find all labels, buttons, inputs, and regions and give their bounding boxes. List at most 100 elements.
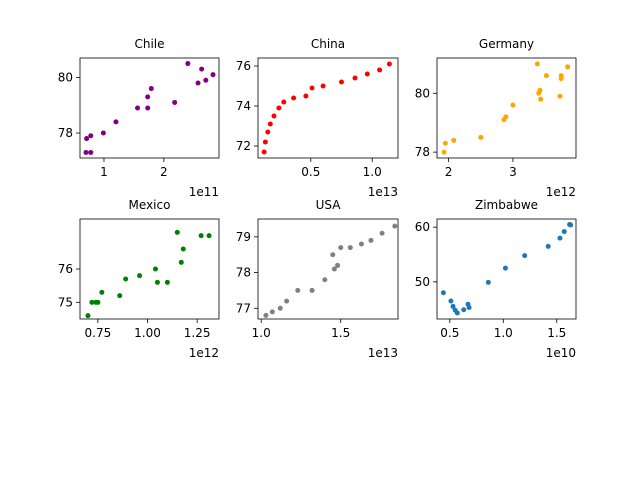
- x-tick-label-mexico-1: 0.75: [85, 326, 112, 340]
- x-tick-label-mexico-2: 1.00: [134, 326, 161, 340]
- subplot-china: China 0.5 1.0 72 74 76 1e13: [236, 37, 399, 199]
- x-scale-label-china: 1e13: [368, 185, 398, 199]
- point-china-7: [281, 99, 287, 105]
- point-usa-2: [269, 309, 275, 315]
- point-usa-15: [379, 230, 385, 236]
- title-china: China: [311, 37, 345, 51]
- point-usa-6: [309, 287, 315, 293]
- y-tick-label-china-1: 72: [236, 139, 251, 153]
- point-germany-3: [451, 137, 457, 143]
- x-tick-label-usa-2: 1.5: [331, 326, 350, 340]
- x-tick-label-usa-1: 1.0: [252, 326, 271, 340]
- point-zimbabwe-11: [522, 253, 528, 259]
- x-tick-label-chile-1: 1: [100, 165, 108, 179]
- point-mexico-6: [117, 293, 123, 299]
- point-germany-7: [510, 102, 516, 108]
- point-mexico-2: [89, 299, 95, 305]
- point-chile-3: [88, 133, 94, 139]
- plot-frame-germany: [436, 57, 577, 159]
- point-chile-10: [148, 86, 154, 92]
- point-germany-11: [538, 96, 544, 102]
- x-scale-label-zimbabwe: 1e10: [546, 346, 576, 360]
- point-china-13: [352, 75, 358, 81]
- plot-frame-china: [257, 57, 399, 159]
- y-tick-label-germany-2: 80: [415, 86, 430, 100]
- point-mexico-10: [154, 279, 160, 285]
- x-scale-label-germany: 1e12: [546, 185, 576, 199]
- x-tick-label-china-2: 1.0: [363, 165, 382, 179]
- subplot-germany: Germany 2 3 78 80 1e12: [415, 37, 577, 199]
- point-usa-5: [295, 287, 301, 293]
- point-usa-8: [330, 252, 336, 258]
- point-usa-7: [322, 277, 328, 283]
- point-zimbabwe-1: [440, 290, 446, 296]
- point-usa-16: [392, 223, 398, 229]
- x-tick-label-china-1: 0.5: [301, 165, 320, 179]
- point-chile-4: [88, 149, 94, 155]
- point-usa-12: [347, 245, 353, 251]
- point-chile-2: [84, 136, 90, 142]
- point-chile-13: [195, 80, 201, 86]
- point-china-4: [267, 121, 273, 127]
- point-zimbabwe-16: [568, 222, 574, 228]
- point-germany-2: [442, 140, 448, 146]
- point-china-8: [291, 95, 297, 101]
- point-china-5: [271, 113, 277, 119]
- point-germany-1: [441, 149, 447, 155]
- point-mexico-1: [85, 313, 91, 319]
- point-china-11: [320, 83, 326, 89]
- point-mexico-4: [95, 299, 101, 305]
- subplot-usa: USA 1.0 1.5 77 78 79 1e13: [236, 198, 399, 360]
- y-tick-label-germany-1: 78: [415, 145, 430, 159]
- x-tick-label-germany-2: 3: [509, 165, 517, 179]
- point-zimbabwe-13: [557, 235, 563, 241]
- point-zimbabwe-10: [502, 265, 508, 271]
- point-chile-1: [83, 149, 89, 155]
- point-chile-7: [135, 105, 141, 111]
- plot-frame-chile: [79, 57, 220, 159]
- point-mexico-12: [174, 229, 180, 235]
- point-germany-15: [558, 73, 564, 79]
- x-tick-label-zimbabwe-2: 1.0: [494, 326, 513, 340]
- y-tick-label-usa-2: 78: [236, 266, 251, 280]
- plot-frame-mexico: [79, 218, 220, 320]
- y-tick-label-chile-1: 78: [58, 126, 73, 140]
- point-usa-13: [358, 241, 364, 247]
- subplot-mexico: Mexico 0.75 1.00 1.25 75 76 1e12: [58, 198, 220, 360]
- point-china-15: [377, 67, 383, 73]
- point-chile-12: [185, 61, 191, 67]
- point-usa-10: [335, 262, 341, 268]
- point-chile-5: [100, 130, 106, 136]
- point-zimbabwe-9: [485, 279, 491, 285]
- point-germany-13: [557, 93, 563, 99]
- point-chile-8: [145, 105, 151, 111]
- point-zimbabwe-12: [545, 243, 551, 249]
- point-china-6: [276, 105, 282, 111]
- y-tick-label-zimbabwe-2: 60: [415, 220, 430, 234]
- x-tick-label-zimbabwe-1: 0.5: [440, 326, 459, 340]
- point-germany-16: [565, 64, 571, 70]
- point-zimbabwe-14: [561, 229, 567, 235]
- point-mexico-11: [164, 279, 170, 285]
- title-mexico: Mexico: [129, 198, 171, 212]
- point-germany-6: [503, 114, 509, 120]
- y-tick-label-china-3: 76: [236, 59, 251, 73]
- point-mexico-16: [206, 233, 212, 239]
- title-zimbabwe: Zimbabwe: [475, 198, 538, 212]
- plot-frame-zimbabwe: [436, 218, 577, 320]
- point-china-14: [364, 71, 370, 77]
- point-china-3: [265, 129, 271, 135]
- point-china-1: [261, 149, 267, 155]
- point-chile-9: [145, 94, 151, 100]
- point-chile-6: [113, 119, 119, 125]
- x-tick-label-mexico-3: 1.25: [184, 326, 211, 340]
- point-zimbabwe-6: [461, 307, 467, 313]
- subplot-zimbabwe: Zimbabwe 0.5 1.0 1.5 50 60 1e10: [415, 198, 577, 360]
- title-germany: Germany: [479, 37, 534, 51]
- point-usa-4: [284, 298, 290, 304]
- subplot-chile: Chile 1 2 78 80 1e11: [58, 37, 220, 199]
- point-china-9: [303, 93, 309, 99]
- point-mexico-15: [198, 233, 204, 239]
- point-zimbabwe-5: [454, 310, 460, 316]
